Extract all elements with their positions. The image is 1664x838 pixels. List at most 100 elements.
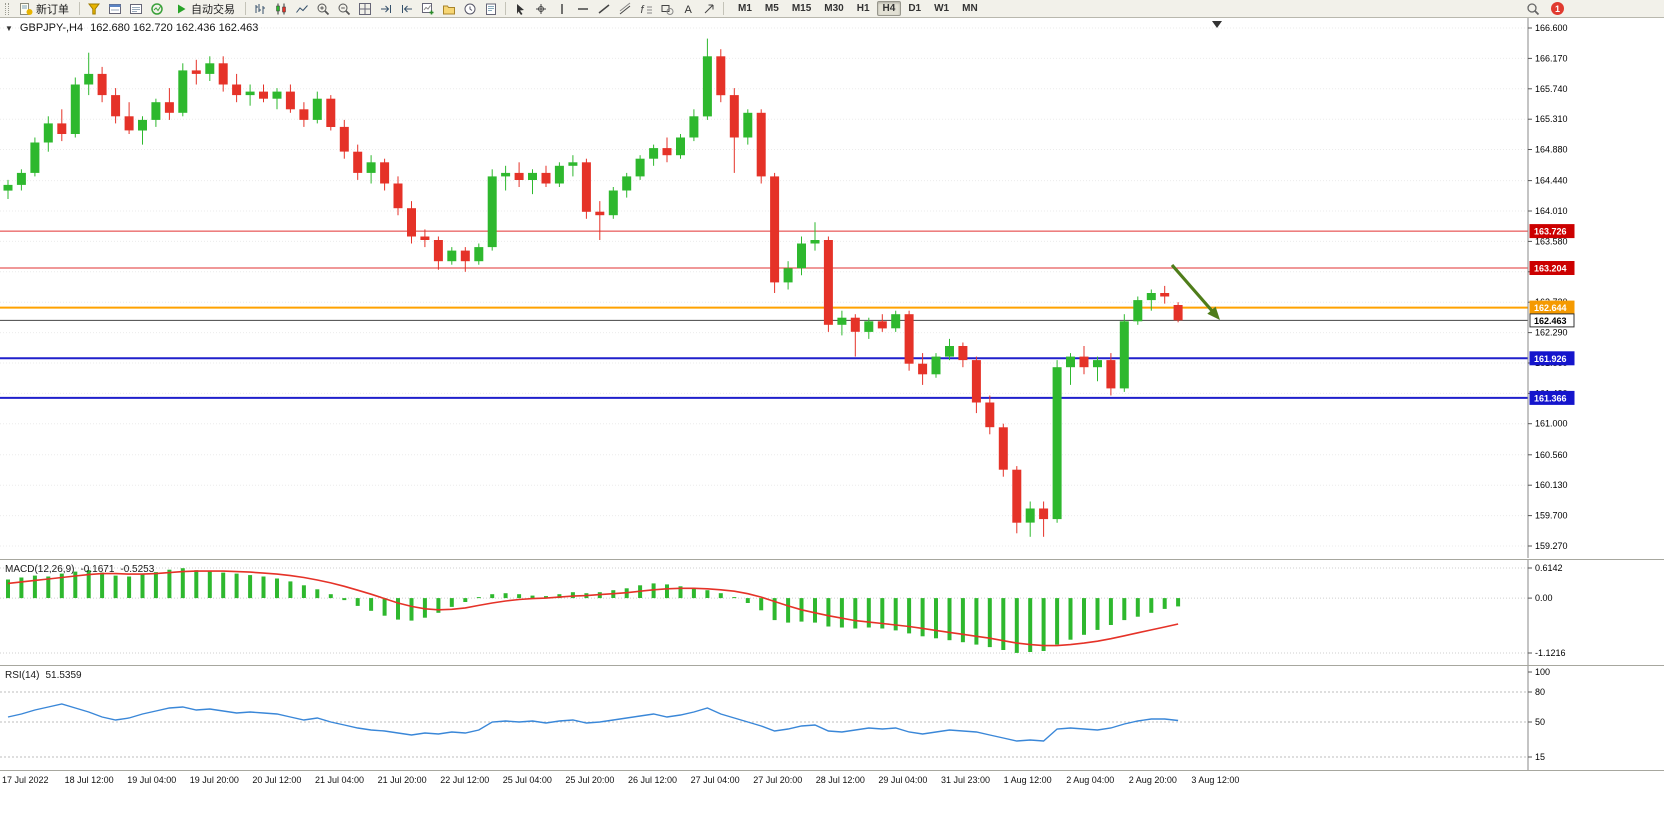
- timeframe-button-W1[interactable]: W1: [928, 1, 955, 16]
- candlestick-chart-button[interactable]: [271, 1, 291, 17]
- template-doc-icon: [484, 2, 498, 16]
- data-window-button[interactable]: [126, 1, 146, 17]
- arrow-marks-icon: [702, 2, 716, 16]
- channel-tool-button[interactable]: [615, 1, 635, 17]
- chart-shift-button[interactable]: [397, 1, 417, 17]
- svg-text:159.270: 159.270: [1535, 541, 1568, 551]
- time-axis-label: 20 Jul 12:00: [252, 775, 302, 785]
- data-window-icon: [129, 2, 143, 16]
- price-line-badges: 163.726 163.204 162.644 162.463 161.926 161.3…: [1529, 224, 1575, 405]
- zoom-in-icon: [316, 2, 330, 16]
- period-button[interactable]: [460, 1, 480, 17]
- time-axis-label: 18 Jul 12:00: [64, 775, 114, 785]
- bar-chart-icon: [253, 2, 267, 16]
- vertical-line-tool-button[interactable]: [552, 1, 572, 17]
- tile-windows-icon: [358, 2, 372, 16]
- new-order-button[interactable]: 新订单: [13, 1, 75, 17]
- zoom-in-button[interactable]: [313, 1, 333, 17]
- toolbar-right-group: 1: [1523, 1, 1564, 17]
- shapes-tool-button[interactable]: [657, 1, 677, 17]
- strategy-tester-button[interactable]: [147, 1, 167, 17]
- time-axis-label: 25 Jul 20:00: [565, 775, 615, 785]
- svg-text:0.6142: 0.6142: [1535, 563, 1563, 573]
- templates-button[interactable]: [481, 1, 501, 17]
- horizontal-level-lines[interactable]: [0, 230, 1528, 399]
- macd-name: MACD(12,26,9): [5, 564, 75, 575]
- price-gridlines: [0, 27, 1528, 547]
- rsi-canvas[interactable]: 100 80 50 15: [0, 666, 1664, 771]
- time-axis-label: 28 Jul 12:00: [815, 775, 865, 785]
- horizontal-line-icon: [576, 2, 590, 16]
- timeframe-button-D1[interactable]: D1: [902, 1, 927, 16]
- price-axis-labels: 166.600 166.170 165.740 165.310 164.880 164.4…: [1528, 23, 1568, 551]
- collapse-chart-icon[interactable]: ▼: [5, 23, 13, 33]
- time-axis-label: 17 Jul 2022: [2, 775, 49, 785]
- zoom-out-button[interactable]: [334, 1, 354, 17]
- ohlc-values: 162.680 162.720 162.436 162.463: [90, 22, 259, 34]
- timeframe-button-H4[interactable]: H4: [876, 1, 902, 16]
- rsi-panel[interactable]: 100 80 50 15 RSI(14) 51.5359: [0, 665, 1664, 771]
- time-axis-label: 27 Jul 20:00: [753, 775, 803, 785]
- funnel-icon: [87, 2, 101, 16]
- auto-scroll-button[interactable]: [376, 1, 396, 17]
- tile-windows-button[interactable]: [355, 1, 375, 17]
- svg-text:163.726: 163.726: [1534, 227, 1567, 237]
- fibonacci-tool-button[interactable]: f: [636, 1, 656, 17]
- svg-text:164.010: 164.010: [1535, 206, 1568, 216]
- timeframe-button-M1[interactable]: M1: [732, 1, 758, 16]
- text-tool-button[interactable]: A: [678, 1, 698, 17]
- timeframe-button-M15[interactable]: M15: [786, 1, 817, 16]
- notification-badge[interactable]: 1: [1551, 2, 1564, 15]
- new-chart-button[interactable]: [418, 1, 438, 17]
- time-axis-label: 26 Jul 12:00: [628, 775, 678, 785]
- svg-text:166.600: 166.600: [1535, 23, 1568, 33]
- trendline-tool-button[interactable]: [594, 1, 614, 17]
- expert-advisors-button[interactable]: [84, 1, 104, 17]
- chart-shift-icon: [400, 2, 414, 16]
- time-axis-label: 21 Jul 20:00: [377, 775, 427, 785]
- search-button[interactable]: [1523, 1, 1543, 17]
- trend-arrow-annotation[interactable]: [1170, 263, 1220, 320]
- time-axis-label: 29 Jul 04:00: [878, 775, 928, 785]
- svg-text:165.740: 165.740: [1535, 84, 1568, 94]
- time-axis[interactable]: 17 Jul 2022 18 Jul 12:00 19 Jul 04:00 19 Ju…: [0, 770, 1664, 790]
- main-toolbar: 新订单 自动交易 f A: [0, 0, 1664, 18]
- macd-signal-value: -0.5253: [120, 564, 155, 575]
- svg-text:161.366: 161.366: [1534, 393, 1567, 403]
- price-chart-canvas[interactable]: 166.600 166.170 165.740 165.310 164.880 164.4…: [0, 18, 1664, 558]
- timeframe-button-M30[interactable]: M30: [818, 1, 849, 16]
- svg-text:166.170: 166.170: [1535, 53, 1568, 63]
- bar-chart-button[interactable]: [250, 1, 270, 17]
- zoom-out-icon: [337, 2, 351, 16]
- chart-shift-marker[interactable]: [1212, 21, 1222, 28]
- timeframe-button-H1[interactable]: H1: [851, 1, 876, 16]
- svg-text:161.926: 161.926: [1534, 354, 1567, 364]
- svg-text:80: 80: [1535, 687, 1545, 697]
- arrows-tool-button[interactable]: [699, 1, 719, 17]
- market-watch-button[interactable]: [105, 1, 125, 17]
- cursor-tool-button[interactable]: [510, 1, 530, 17]
- auto-scroll-icon: [379, 2, 393, 16]
- macd-axis-labels: 0.6142 0.00 -1.1216: [1528, 563, 1566, 658]
- trendline-icon: [597, 2, 611, 16]
- autotrading-button[interactable]: 自动交易: [168, 1, 241, 17]
- timeframe-button-MN[interactable]: MN: [956, 1, 984, 16]
- timeframe-button-M5[interactable]: M5: [759, 1, 785, 16]
- toolbar-separator: [505, 2, 506, 15]
- candlesticks: [3, 38, 1183, 537]
- macd-panel[interactable]: 0.6142 0.00 -1.1216 MACD(12,26,9) -0.1671 …: [0, 559, 1664, 665]
- horizontal-line-tool-button[interactable]: [573, 1, 593, 17]
- price-chart-panel[interactable]: 166.600 166.170 165.740 165.310 164.880 164.4…: [0, 18, 1664, 558]
- macd-canvas[interactable]: 0.6142 0.00 -1.1216: [0, 560, 1664, 665]
- rsi-line: [7, 703, 1179, 742]
- crosshair-tool-button[interactable]: [531, 1, 551, 17]
- line-chart-button[interactable]: [292, 1, 312, 17]
- profiles-button[interactable]: [439, 1, 459, 17]
- time-axis-label: 19 Jul 20:00: [189, 775, 239, 785]
- svg-text:100: 100: [1535, 667, 1550, 677]
- time-axis-label: 2 Aug 20:00: [1128, 775, 1177, 785]
- toolbar-grip[interactable]: [5, 2, 9, 15]
- market-watch-icon: [108, 2, 122, 16]
- svg-text:165.310: 165.310: [1535, 114, 1568, 124]
- svg-text:162.644: 162.644: [1534, 303, 1567, 313]
